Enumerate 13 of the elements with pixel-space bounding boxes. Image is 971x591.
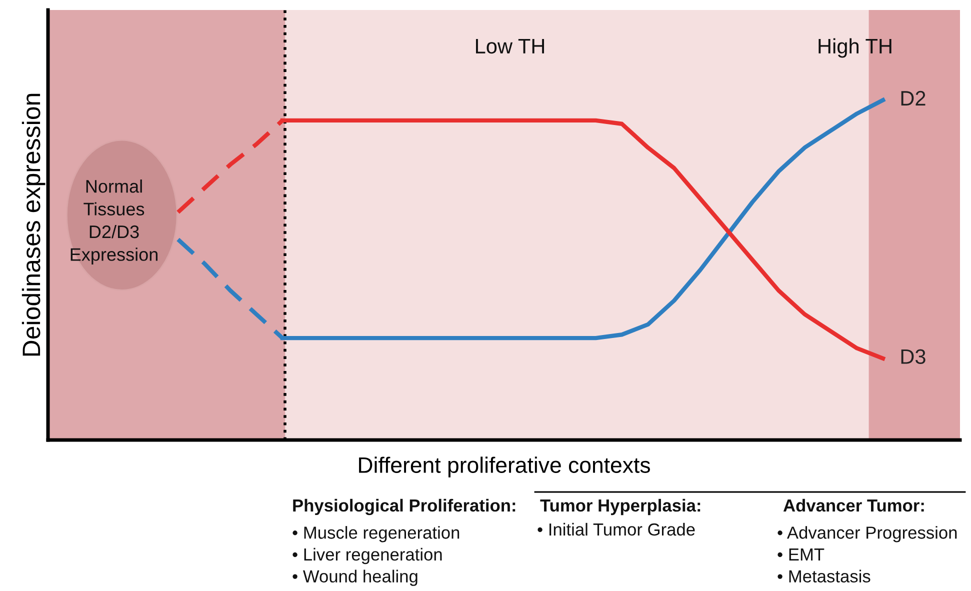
series-label: D3: [901, 349, 926, 364]
text: • Initial Tumor Grade: [538, 522, 695, 536]
text: High TH: [818, 38, 892, 58]
x-axis-title: Different proliferative contexts: [359, 456, 650, 478]
series-label: D2: [901, 90, 926, 106]
text: Physiological Proliferation:: [293, 498, 516, 516]
y-axis-title: Deiodinases expression: [22, 94, 46, 356]
text: Normal Tissues D2/D3 Expression: [70, 180, 158, 264]
text: • Advancer Progression • EMT • Metastasis: [778, 526, 957, 583]
text: Advancer Tumor:: [783, 498, 924, 512]
text: Low TH: [476, 39, 544, 54]
text: • Muscle regeneration • Liver regeneration • Wound healing: [292, 526, 460, 586]
text: Tumor Hyperplasia:: [540, 498, 700, 516]
